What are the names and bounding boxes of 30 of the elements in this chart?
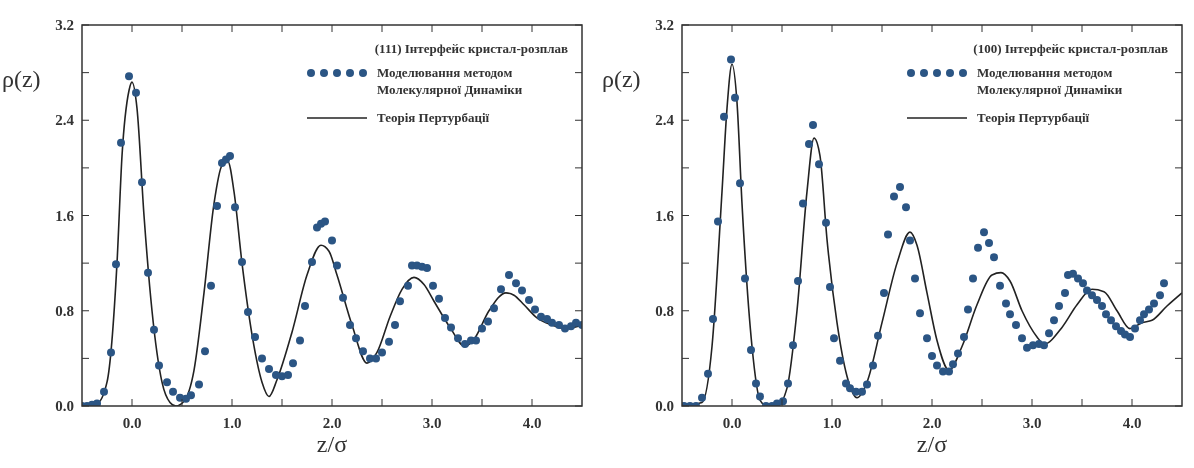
x-tick-label: 3.0	[422, 415, 442, 431]
y-tick-label: 0.8	[55, 302, 74, 319]
y-tick-label: 2.4	[655, 112, 675, 129]
legend-label: Моделювання методом Молекулярної Динаміки	[977, 65, 1123, 97]
x-tick-label: 1.0	[822, 415, 842, 431]
legend-label: Теорія Пертурбації	[377, 110, 490, 125]
y-tick-label: 2.4	[55, 112, 75, 129]
y-axis-title: ρ(z)	[602, 66, 641, 92]
x-axis-title: z/σ	[916, 431, 948, 457]
x-tick-label: 2.0	[322, 415, 342, 431]
x-tick-label: 0.0	[122, 415, 142, 431]
y-tick-label: 0.0	[655, 398, 674, 414]
y-tick-label: 1.6	[55, 207, 75, 224]
legend-title: (111) Інтерфейс кристал-розплав	[374, 41, 568, 56]
y-axis-title: ρ(z)	[2, 66, 41, 92]
x-tick-label: 1.0	[222, 415, 242, 431]
legend-label: Теорія Пертурбації	[977, 110, 1090, 125]
x-tick-label: 4.0	[522, 415, 542, 431]
x-tick-label: 2.0	[922, 415, 942, 431]
y-tick-label: 0.0	[55, 398, 74, 414]
y-tick-label: 0.8	[655, 302, 674, 319]
y-tick-label: 1.6	[655, 207, 675, 224]
x-tick-label: 4.0	[1122, 415, 1142, 431]
y-tick-label: 3.2	[55, 17, 74, 33]
x-tick-label: 3.0	[1022, 415, 1042, 431]
legend-label: Моделювання методом Молекулярної Динаміки	[377, 65, 523, 97]
x-tick-label: 0.0	[722, 415, 742, 431]
x-axis-title: z/σ	[316, 431, 348, 457]
legend-title: (100) Інтерфейс кристал-розплав	[973, 41, 1168, 56]
y-tick-label: 3.2	[655, 17, 674, 33]
